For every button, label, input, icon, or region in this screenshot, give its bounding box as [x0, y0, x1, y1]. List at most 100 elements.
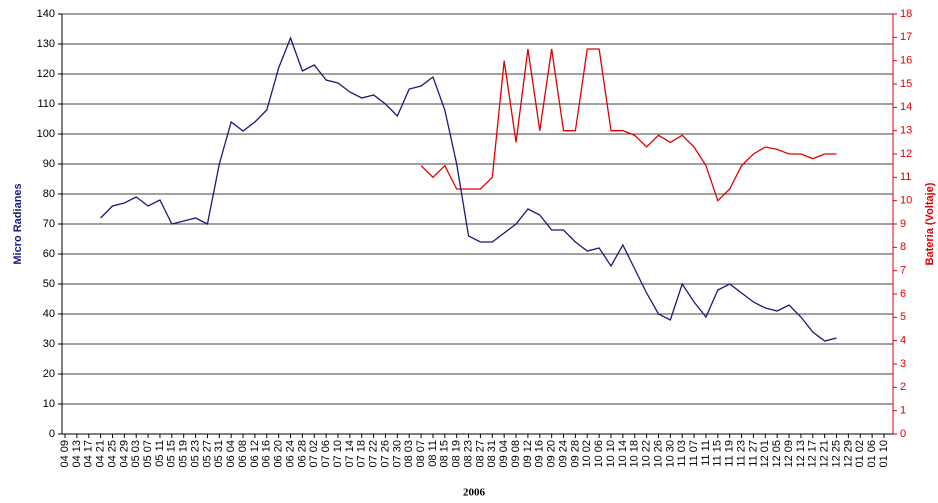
x-tick-label: 12 25 [830, 440, 842, 468]
y2-tick-label: 11 [900, 171, 911, 183]
x-tick-label: 06 08 [237, 440, 249, 468]
x-tick-label: 07 02 [308, 440, 320, 468]
y2-axis-title: Bateria (Voltaje) [924, 182, 936, 265]
x-tick-label: 11 03 [676, 440, 688, 467]
x-tick-label: 08 07 [415, 440, 427, 468]
x-tick-label: 12 01 [759, 440, 771, 468]
y2-tick-label: 18 [900, 8, 912, 20]
x-tick-label: 12 09 [783, 440, 795, 468]
x-tick-label: 07 22 [368, 440, 380, 468]
x-tick-label: 09 08 [510, 440, 522, 468]
x-tick-label: 07 14 [344, 440, 356, 468]
x-tick-label: 08 15 [439, 440, 451, 468]
x-tick-label: 08 11 [427, 440, 439, 467]
x-tick-label: 10 30 [664, 440, 676, 468]
x-tick-label: 11 19 [724, 440, 736, 467]
x-tick-label: 05 31 [213, 440, 225, 468]
x-tick-label: 09 04 [498, 440, 510, 468]
y2-tick-label: 12 [900, 148, 912, 160]
y-tick-label: 60 [43, 248, 55, 260]
x-axis-title: 2006 [463, 487, 486, 499]
y-tick-label: 140 [37, 8, 55, 20]
x-tick-label: 06 12 [249, 440, 261, 468]
y-tick-label: 100 [37, 128, 55, 140]
series-line [420, 48, 837, 202]
x-tick-label: 08 23 [462, 440, 474, 468]
x-tick-label: 05 15 [166, 440, 178, 468]
x-tick-label: 01 10 [878, 440, 890, 468]
x-tick-label: 11 27 [747, 440, 759, 467]
y2-tick-label: 14 [900, 101, 912, 113]
x-tick-label: 08 03 [403, 440, 415, 468]
x-tick-label: 10 06 [593, 440, 605, 468]
x-tick-label: 04 09 [59, 440, 71, 468]
y-tick-label: 70 [43, 218, 55, 230]
y-tick-label: 0 [49, 428, 55, 440]
y2-tick-label: 1 [900, 405, 906, 417]
y-tick-label: 50 [43, 278, 55, 290]
y-tick-label: 110 [37, 98, 55, 110]
y2-tick-label: 10 [900, 195, 912, 207]
y2-tick-label: 4 [900, 335, 906, 347]
x-tick-label: 01 02 [854, 440, 866, 468]
x-tick-label: 07 06 [320, 440, 332, 468]
y2-tick-label: 13 [900, 125, 912, 137]
x-tick-label: 05 07 [142, 440, 154, 468]
x-tick-label: 10 26 [652, 440, 664, 468]
x-tick-label: 05 11 [154, 440, 166, 467]
x-tick-label: 12 05 [771, 440, 783, 468]
y-tick-label: 90 [43, 158, 55, 170]
y2-tick-label: 8 [900, 241, 906, 253]
x-tick-label: 12 29 [842, 440, 854, 468]
x-tick-label: 12 13 [795, 440, 807, 468]
x-tick-label: 04 17 [83, 440, 95, 468]
x-tick-label: 08 31 [486, 440, 498, 468]
series-line [100, 36, 837, 342]
x-tick-label: 06 20 [273, 440, 285, 468]
x-tick-label: 10 02 [581, 440, 593, 468]
y2-tick-label: 5 [900, 311, 906, 323]
y2-tick-label: 0 [900, 428, 906, 440]
x-tick-label: 07 18 [356, 440, 368, 468]
x-tick-label: 06 16 [261, 440, 273, 468]
y2-tick-label: 15 [900, 78, 912, 90]
y-axis-title: Micro Radianes [12, 183, 24, 264]
x-tick-label: 01 06 [866, 440, 878, 468]
x-tick-label: 11 15 [712, 440, 724, 467]
x-tick-label: 04 13 [71, 440, 83, 468]
x-tick-label: 04 25 [106, 440, 118, 468]
x-tick-label: 11 23 [735, 440, 747, 467]
y-tick-label: 30 [43, 338, 55, 350]
x-tick-label: 05 03 [130, 440, 142, 468]
x-tick-label: 07 26 [379, 440, 391, 468]
x-tick-label: 09 24 [557, 440, 569, 468]
x-tick-label: 05 23 [189, 440, 201, 468]
y-tick-label: 40 [43, 308, 55, 320]
x-tick-label: 08 19 [451, 440, 463, 468]
y2-tick-label: 7 [900, 265, 906, 277]
x-tick-label: 06 04 [225, 440, 237, 468]
x-tick-label: 05 19 [178, 440, 190, 468]
y2-tick-label: 9 [900, 218, 906, 230]
y2-tick-label: 16 [900, 55, 912, 67]
x-tick-label: 07 10 [332, 440, 344, 468]
y-tick-label: 20 [43, 368, 55, 380]
x-tick-label: 10 22 [641, 440, 653, 468]
x-tick-label: 11 11 [700, 440, 712, 466]
x-tick-label: 10 14 [617, 440, 629, 468]
x-tick-label: 07 30 [391, 440, 403, 468]
x-tick-label: 09 20 [546, 440, 558, 468]
x-tick-label: 09 28 [569, 440, 581, 468]
y-tick-label: 120 [37, 68, 55, 80]
x-tick-label: 06 28 [296, 440, 308, 468]
y2-tick-label: 2 [900, 381, 906, 393]
y2-tick-label: 3 [900, 358, 906, 370]
x-tick-label: 04 29 [118, 440, 130, 468]
x-tick-label: 10 10 [605, 440, 617, 468]
y-tick-label: 80 [43, 188, 55, 200]
x-tick-label: 10 18 [629, 440, 641, 468]
x-tick-label: 11 07 [688, 440, 700, 467]
x-tick-label: 04 21 [95, 440, 107, 468]
x-tick-label: 12 17 [807, 440, 819, 468]
